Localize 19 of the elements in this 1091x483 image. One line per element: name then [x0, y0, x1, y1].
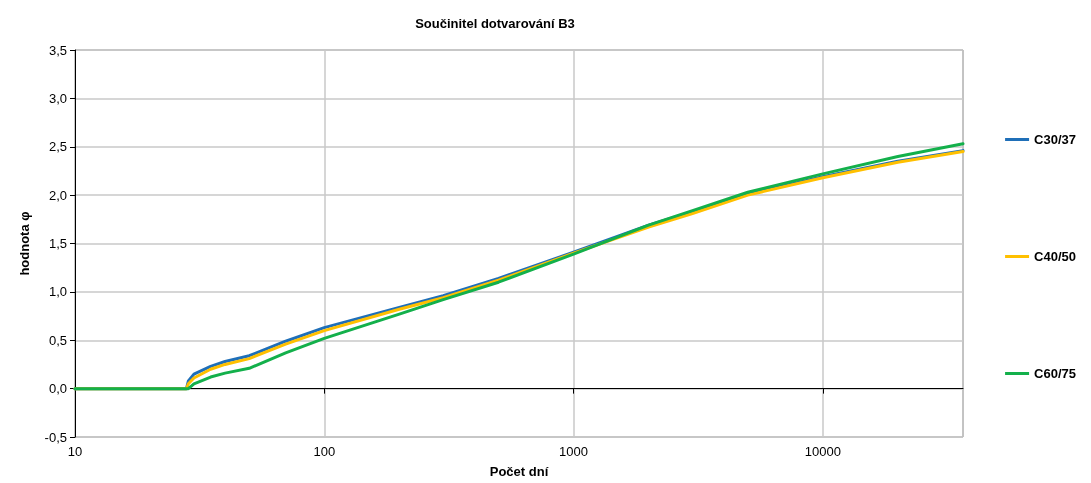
y-tick-label: 3,0 [48, 90, 67, 106]
y-tick-label: -0,5 [44, 429, 67, 445]
legend-label: C60/75 [1034, 366, 1076, 381]
x-tick-label: 100 [313, 444, 336, 459]
x-tick-label: 1000 [559, 444, 589, 459]
chart-title: Součinitel dotvarování B3 [415, 16, 575, 31]
y-tick-label: 0,0 [48, 381, 67, 397]
y-axis-title: hodnota φ [17, 211, 32, 276]
y-tick-label: 2,0 [48, 187, 67, 203]
legend-label: C30/37 [1034, 132, 1076, 147]
y-tick-label: 0,5 [48, 332, 67, 348]
y-tick-label: 2,5 [48, 139, 67, 155]
y-tick-label: 1,5 [48, 236, 67, 251]
legend-label: C40/50 [1034, 249, 1076, 264]
x-tick-label: 10000 [804, 444, 841, 459]
y-tick-label: 3,5 [48, 42, 67, 58]
x-tick-label: 10 [67, 444, 83, 459]
x-axis-title: Počet dní [489, 464, 549, 479]
y-tick-label: 1,0 [48, 284, 67, 300]
